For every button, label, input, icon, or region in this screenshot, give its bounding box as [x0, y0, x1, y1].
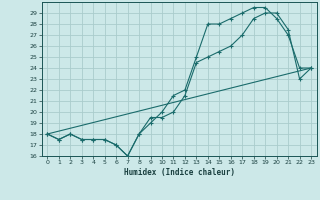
X-axis label: Humidex (Indice chaleur): Humidex (Indice chaleur): [124, 168, 235, 177]
